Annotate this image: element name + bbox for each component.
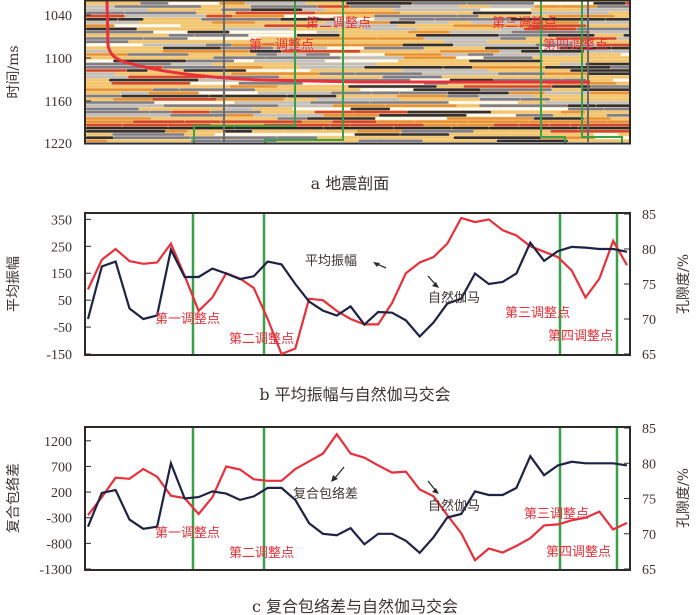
caption-c: c 复合包络差与自然伽马交会 [252,597,458,615]
arrowhead-icon [432,488,439,494]
arrowhead-icon [373,262,380,267]
panel-b-frame [84,212,631,356]
annotation-adjust-1: 第一调整点 [249,38,314,53]
annotation-b-adjust-3: 第三调整点 [505,306,570,321]
series-line-natural-gamma [86,454,628,555]
seismic-amplitude-bands [86,2,629,142]
y-tick-c-left-2: 200 [51,486,72,501]
y-tick-c-right-1: 80 [642,457,656,472]
series-line-average-amplitude [87,216,628,356]
well-path-2 [264,1,344,143]
annotation-c-adjust-1: 第一调整点 [155,526,220,541]
y-tick-b-left-3: 50 [58,294,72,309]
caption-a: a 地震剖面 [311,174,390,193]
series-label-natural-gamma-c: 自然伽马 [428,498,480,514]
y-tick-b-right-4: 65 [642,348,656,363]
y-tick-a-1: 1100 [45,52,72,67]
series-line-natural-gamma [86,240,628,339]
panel-a-seismic-section: 1040 1100 1160 1220 时间/ms 第一调整点 第二调整点 第三… [6,0,631,193]
series-line-composite-envelope [87,432,628,563]
y-tick-a-0: 1040 [44,9,72,24]
y-axis-label-b-right: 孔隙度/% [676,254,692,314]
y-tick-c-right-4: 65 [642,563,656,578]
y-tick-c-right-0: 85 [642,422,656,437]
arrowhead-icon [432,282,439,288]
y-tick-b-left-1: 250 [51,240,72,255]
annotation-b-adjust-4: 第四调整点 [548,329,613,344]
y-tick-b-left-4: -50 [53,321,72,336]
well-path-1 [193,1,296,143]
well-path-4 [581,1,623,143]
annotation-b-adjust-2: 第二调整点 [229,332,294,347]
caption-b: b 平均振幅与自然伽马交会 [259,385,450,404]
arrow-to-envelope [334,466,345,479]
series-label-natural-gamma: 自然伽马 [428,290,480,306]
y-tick-b-left-0: 350 [51,213,72,228]
y-tick-c-left-0: 1200 [44,435,72,450]
annotation-adjust-4: 第四调整点 [543,38,608,53]
annotation-c-adjust-2: 第二调整点 [229,546,294,561]
y-tick-a-2: 1160 [45,95,72,110]
y-tick-b-left-5: -150 [46,348,72,363]
y-axis-label-c-left: 复合包络差 [5,463,22,533]
horizon-curve [105,1,590,84]
y-tick-a-3: 1220 [44,137,72,152]
y-axis-label-b-left: 平均振幅 [6,256,22,312]
y-tick-b-right-2: 75 [642,278,656,293]
panel-c-frame [84,426,631,571]
y-tick-b-right-0: 85 [642,208,656,223]
adjust-point-lines-b [191,214,619,354]
y-axis-label-c-right: 孔隙度/% [676,468,692,528]
y-tick-b-right-3: 70 [642,313,656,328]
annotation-c-adjust-4: 第四调整点 [546,545,611,560]
annotation-b-adjust-1: 第一调整点 [155,312,220,327]
y-axis-label-a: 时间/ms [6,45,22,98]
y-tick-c-left-1: 700 [51,460,72,475]
annotation-c-adjust-3: 第三调整点 [524,507,589,522]
y-tick-b-right-1: 80 [642,243,656,258]
y-tick-c-left-5: -1300 [39,563,72,578]
well-path-3 [540,1,566,143]
panel-a-frame [84,0,631,145]
annotation-adjust-2: 第二调整点 [306,16,371,31]
y-tick-c-right-3: 70 [642,528,656,543]
y-tick-b-left-2: 150 [51,267,72,282]
y-tick-c-right-2: 75 [642,493,656,508]
annotation-adjust-3: 第三调整点 [492,16,557,31]
series-label-composite-envelope: 复合包络差 [293,486,358,502]
arrowhead-icon [331,475,338,482]
y-tick-c-left-4: -800 [46,537,72,552]
y-tick-c-left-3: -300 [46,512,72,527]
series-label-average-amplitude: 平均振幅 [305,254,357,269]
